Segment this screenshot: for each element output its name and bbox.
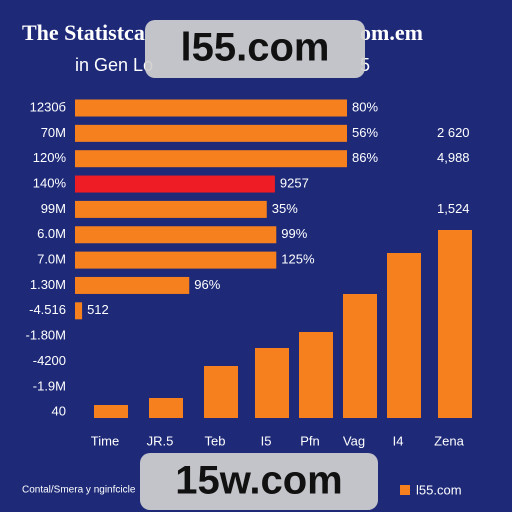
x-tick-label: Teb [205,433,226,448]
x-tick-label: JR.5 [147,433,174,448]
footer: Contal/Smera y nginfcicle [22,485,136,496]
x-tick-label: I5 [261,433,272,448]
legend-label: l55.com [416,482,462,497]
bar [75,251,277,269]
category-label: -1.80M [26,328,66,343]
bar-annotation: 512 [87,302,109,317]
subtitle: in Gen Lo [75,55,153,75]
category-label: 40 [52,404,66,419]
category-label: -1.9M [33,378,66,393]
watermark-box [145,20,365,78]
bar [438,230,472,418]
bar-annotation: 56% [352,125,378,140]
category-label: 99M [41,201,66,216]
bar [75,150,347,168]
legend-swatch [400,485,410,495]
bar [75,200,267,218]
bar-annotation: 80% [352,99,378,114]
bar [255,348,289,418]
x-tick-label: Time [91,433,119,448]
bar [94,405,128,418]
category-label: 1230б [30,99,66,114]
category-label: 6.0M [37,226,66,241]
category-label: 70M [41,125,66,140]
x-tick-label: Vag [343,433,365,448]
subtitle-end: 5 [360,55,370,75]
x-tick-label: Zena [434,433,464,448]
bar [387,253,421,418]
side-note: 1,524 [437,201,470,216]
bar [75,124,347,142]
category-label: 140% [33,175,67,190]
watermark-box [140,453,378,510]
bar-annotation: 35% [272,201,298,216]
category-label: 7.0M [37,252,66,267]
title: The Statistca [22,20,145,45]
bar-annotation: 125% [281,252,315,267]
bar [343,294,377,418]
bar-annotation: 9257 [280,175,309,190]
watermark: 15w.com [175,459,342,503]
bar-annotation: 86% [352,150,378,165]
watermark: l55.com [181,26,330,70]
bar [75,99,347,117]
bar [75,226,277,244]
bar [75,276,190,294]
side-note: 2 620 [437,125,470,140]
category-label: 1.30M [30,277,66,292]
bar-annotation: 96% [194,277,220,292]
bar [149,398,183,418]
category-label: -4.516 [29,302,66,317]
x-tick-label: Pfn [300,433,320,448]
bar [299,332,333,418]
x-tick-label: I4 [393,433,404,448]
bar [75,302,83,320]
bar-annotation: 99% [281,226,307,241]
title-end: om.em [360,20,423,45]
bar [75,175,275,193]
category-label: 120% [33,150,67,165]
side-note: 4,988 [437,150,470,165]
category-label: -4200 [33,353,66,368]
bar [204,366,238,418]
